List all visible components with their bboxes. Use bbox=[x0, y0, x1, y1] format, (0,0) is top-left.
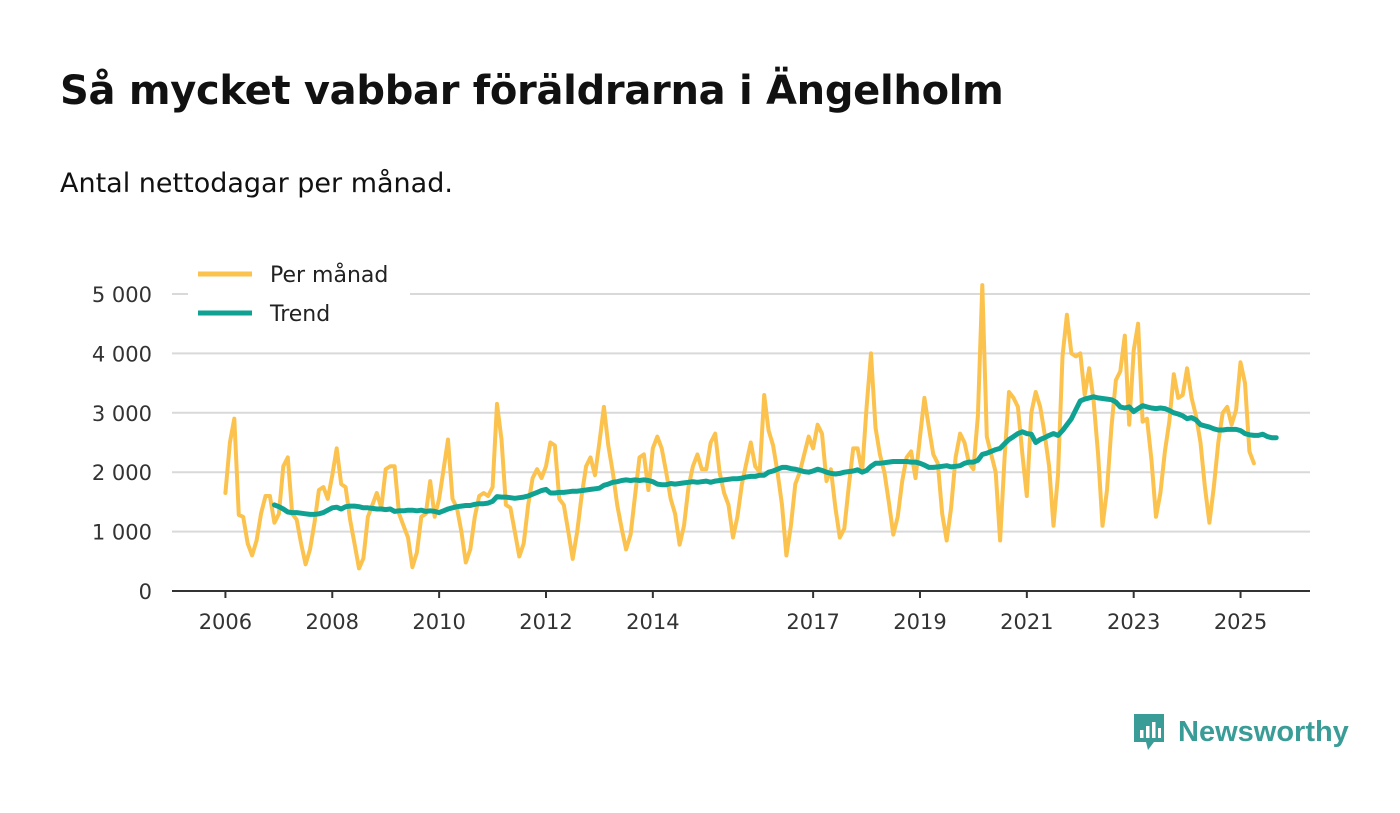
y-tick-label: 4 000 bbox=[92, 342, 152, 366]
brand-name: Newsworthy bbox=[1178, 715, 1349, 748]
x-tick-label: 2012 bbox=[519, 610, 572, 634]
x-tick-label: 2023 bbox=[1107, 610, 1160, 634]
series bbox=[223, 283, 1279, 571]
y-tick-label: 3 000 bbox=[92, 402, 152, 426]
y-tick-label: 2 000 bbox=[92, 461, 152, 485]
newsworthy-logo: Newsworthy bbox=[1132, 712, 1349, 752]
y-axis: 0 1 000 2 000 3 000 4 000 5 000 bbox=[92, 283, 152, 604]
chart-subtitle: Antal nettodagar per månad. bbox=[60, 168, 453, 199]
y-tick-label: 5 000 bbox=[92, 283, 152, 307]
x-tick-label: 2017 bbox=[786, 610, 839, 634]
x-tick-label: 2010 bbox=[412, 610, 465, 634]
chart-title: Så mycket vabbar föräldrarna i Ängelholm bbox=[60, 68, 1004, 114]
x-tick-label: 2008 bbox=[306, 610, 359, 634]
series-line-trend bbox=[271, 394, 1279, 517]
x-tick-label: 2025 bbox=[1214, 610, 1267, 634]
series-line-per-manad bbox=[223, 283, 1256, 571]
x-tick-label: 2014 bbox=[626, 610, 679, 634]
legend-label-trend: Trend bbox=[269, 302, 330, 327]
x-tick-labels: 2006 2008 2010 2012 2014 2017 2019 2021 2023 2025 bbox=[199, 610, 1268, 634]
newsworthy-bar-chart-icon bbox=[1134, 714, 1164, 750]
y-tick-label: 0 bbox=[139, 580, 152, 604]
x-tick-label: 2021 bbox=[1000, 610, 1053, 634]
x-tick-label: 2019 bbox=[893, 610, 946, 634]
legend-label-per-manad: Per månad bbox=[270, 262, 388, 288]
legend: Per månad Trend bbox=[188, 258, 410, 340]
x-tick-label: 2006 bbox=[199, 610, 252, 634]
x-axis bbox=[172, 590, 1310, 598]
y-tick-label: 1 000 bbox=[92, 521, 152, 545]
